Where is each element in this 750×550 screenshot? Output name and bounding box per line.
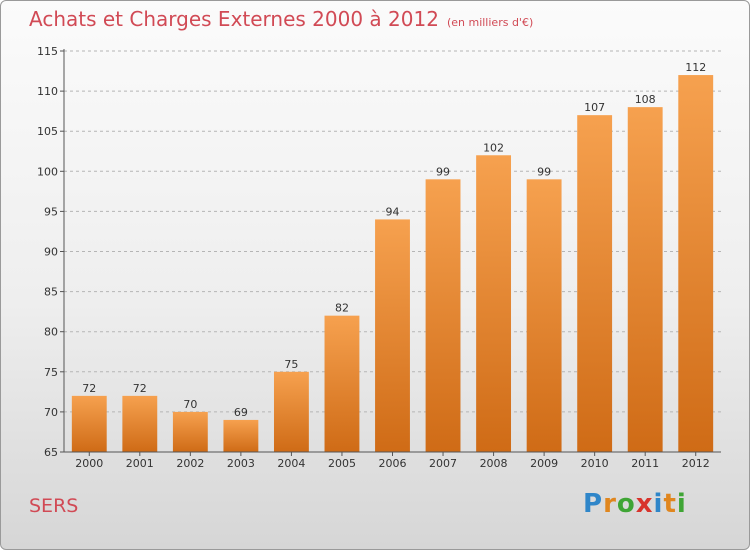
x-tick-label: 2004 — [277, 457, 305, 470]
logo-letter: r — [603, 489, 617, 519]
x-tick-label: 2007 — [429, 457, 457, 470]
logo-letter: o — [616, 489, 636, 519]
y-tick-label: 65 — [44, 446, 58, 459]
logo-letter: t — [663, 489, 677, 519]
data-label: 99 — [537, 165, 551, 178]
x-tick-label: 2006 — [379, 457, 407, 470]
x-tick-label: 2005 — [328, 457, 356, 470]
data-label: 94 — [386, 205, 400, 218]
x-tick-label: 2011 — [631, 457, 659, 470]
data-label: 82 — [335, 302, 349, 315]
axis-layer: 65 70 75 80 85 90 95 100 105 110 115 2000 2001 2002 20… — [37, 45, 721, 470]
logo-letter: i — [676, 489, 687, 519]
x-tick-label: 2003 — [227, 457, 255, 470]
y-tick-label: 90 — [44, 246, 58, 259]
data-label: 75 — [284, 358, 298, 371]
bar-2009 — [526, 179, 562, 452]
chart-title: Achats et Charges Externes 2000 à 2012 (e… — [29, 7, 533, 31]
proxiti-logo[interactable]: Proxiti — [583, 489, 687, 519]
data-label: 108 — [635, 93, 656, 106]
data-label: 72 — [82, 382, 96, 395]
data-label: 107 — [584, 101, 605, 114]
y-tick-label: 70 — [44, 406, 58, 419]
y-tick-label: 100 — [37, 165, 58, 178]
y-tick-label: 95 — [44, 205, 58, 218]
data-label: 69 — [234, 406, 248, 419]
chart-title-text: Achats et Charges Externes 2000 à 2012 — [29, 7, 439, 31]
x-tick-label: 2010 — [581, 457, 609, 470]
data-label: 72 — [133, 382, 147, 395]
bar-layer: 72 72 70 69 75 82 94 99 102 99 107 108 112 — [71, 61, 714, 452]
bar-2000 — [71, 395, 107, 452]
bar-2007 — [425, 179, 461, 452]
y-tick-label: 110 — [37, 85, 58, 98]
logo-letter: x — [635, 489, 654, 519]
y-tick-label: 75 — [44, 366, 58, 379]
bar-2005 — [324, 315, 360, 452]
data-label: 99 — [436, 165, 450, 178]
x-tick-label: 2002 — [176, 457, 204, 470]
bar-2006 — [375, 219, 410, 452]
place-name: SERS — [29, 495, 79, 517]
bar-2008 — [476, 155, 512, 452]
x-tick-label: 2000 — [75, 457, 103, 470]
data-label: 70 — [183, 398, 197, 411]
logo-letter: i — [653, 489, 664, 519]
x-tick-label: 2009 — [530, 457, 558, 470]
bar-2004 — [273, 371, 309, 452]
bar-2010 — [577, 115, 613, 452]
bar-2003 — [223, 419, 259, 452]
bar-2001 — [122, 395, 158, 452]
bar-2012 — [678, 75, 714, 452]
logo-letter: P — [583, 489, 604, 519]
y-tick-label: 105 — [37, 125, 58, 138]
chart-subtitle: (en milliers d'€) — [446, 16, 534, 29]
data-label: 102 — [483, 141, 504, 154]
data-label: 112 — [685, 61, 706, 74]
y-tick-label: 85 — [44, 286, 58, 299]
bar-2011 — [627, 107, 663, 452]
bar-2002 — [172, 411, 208, 452]
y-tick-label: 80 — [44, 326, 58, 339]
y-tick-label: 115 — [37, 45, 58, 58]
x-tick-label: 2008 — [480, 457, 508, 470]
x-tick-label: 2012 — [682, 457, 710, 470]
x-tick-label: 2001 — [126, 457, 154, 470]
